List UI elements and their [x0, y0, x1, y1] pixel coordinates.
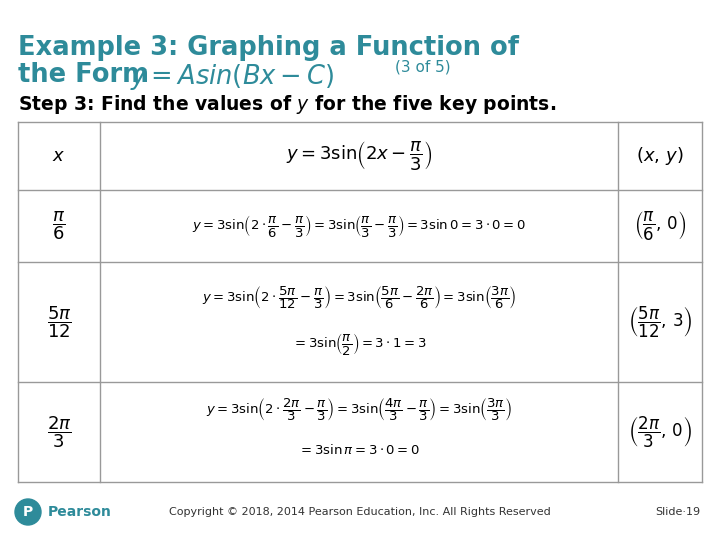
Text: $x$: $x$: [53, 147, 66, 165]
Text: $= 3\sin\pi = 3 \cdot 0 = 0$: $= 3\sin\pi = 3 \cdot 0 = 0$: [298, 443, 420, 457]
Text: Example 3: Graphing a Function of: Example 3: Graphing a Function of: [18, 35, 519, 61]
Circle shape: [15, 499, 41, 525]
Text: $y = 3\sin\!\left(2x - \dfrac{\pi}{3}\right)$: $y = 3\sin\!\left(2x - \dfrac{\pi}{3}\ri…: [286, 139, 432, 172]
Text: (3 of 5): (3 of 5): [395, 59, 451, 74]
Text: $y = 3\sin\!\left(2 \cdot \dfrac{2\pi}{3} - \dfrac{\pi}{3}\right)= 3\sin\!\left(: $y = 3\sin\!\left(2 \cdot \dfrac{2\pi}{3…: [206, 396, 512, 423]
Text: the Form: the Form: [18, 62, 158, 88]
Text: $\left(\dfrac{2\pi}{3},\, 0\right)$: $\left(\dfrac{2\pi}{3},\, 0\right)$: [628, 414, 692, 450]
Text: $y = 3\sin\!\left(2 \cdot \dfrac{\pi}{6} - \dfrac{\pi}{3}\right)= 3\sin\!\left(\: $y = 3\sin\!\left(2 \cdot \dfrac{\pi}{6}…: [192, 213, 526, 239]
Text: Slide·19: Slide·19: [655, 507, 700, 517]
Text: $\dfrac{\pi}{6}$: $\dfrac{\pi}{6}$: [53, 210, 66, 242]
Text: $\dfrac{5\pi}{12}$: $\dfrac{5\pi}{12}$: [47, 304, 71, 340]
Text: Step 3: Find the values of $y$ for the five key points.: Step 3: Find the values of $y$ for the f…: [18, 93, 557, 116]
Text: Copyright © 2018, 2014 Pearson Education, Inc. All Rights Reserved: Copyright © 2018, 2014 Pearson Education…: [169, 507, 551, 517]
Text: $\left(\dfrac{5\pi}{12},\, 3\right)$: $\left(\dfrac{5\pi}{12},\, 3\right)$: [628, 305, 692, 340]
Text: $y = A\mathit{sin}(Bx - C)$: $y = A\mathit{sin}(Bx - C)$: [130, 62, 334, 92]
Text: P: P: [23, 505, 33, 519]
Text: $(x,\, y)$: $(x,\, y)$: [636, 145, 684, 167]
Text: $\left(\dfrac{\pi}{6},\, 0\right)$: $\left(\dfrac{\pi}{6},\, 0\right)$: [634, 210, 686, 242]
Text: Pearson: Pearson: [48, 505, 112, 519]
Text: $y = 3\sin\!\left(2 \cdot \dfrac{5\pi}{12} - \dfrac{\pi}{3}\right)= 3\sin\!\left: $y = 3\sin\!\left(2 \cdot \dfrac{5\pi}{1…: [202, 285, 516, 312]
Text: $\dfrac{2\pi}{3}$: $\dfrac{2\pi}{3}$: [47, 414, 71, 450]
Text: $= 3\sin\!\left(\dfrac{\pi}{2}\right) = 3 \cdot 1 = 3$: $= 3\sin\!\left(\dfrac{\pi}{2}\right) = …: [292, 330, 426, 356]
